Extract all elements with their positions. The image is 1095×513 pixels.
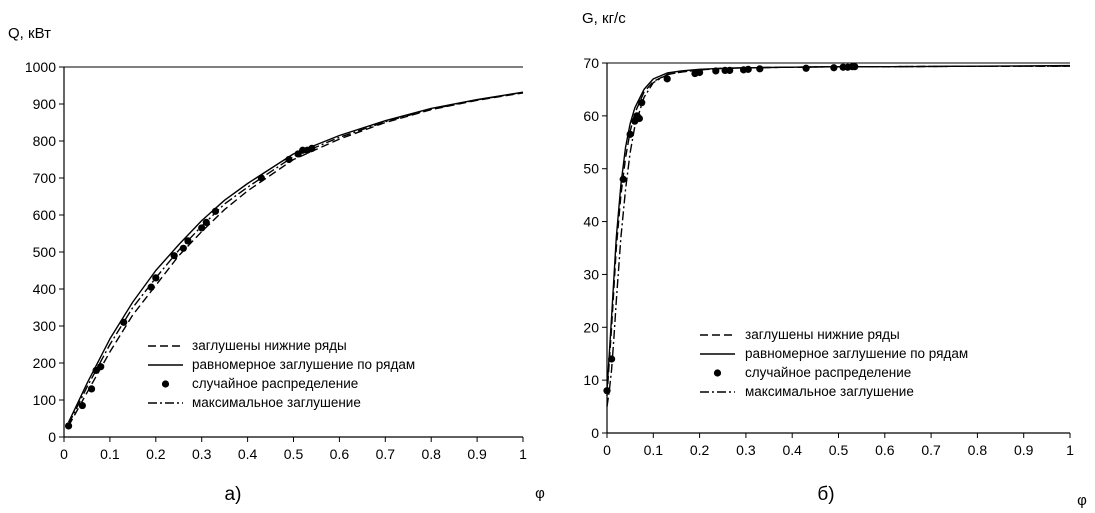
data-point [608,355,616,363]
data-point [78,401,86,410]
legend-label: заглушены нижние ряды [745,327,900,342]
series-line-dashdot [606,65,1070,407]
y-tick-label: 30 [583,266,599,282]
x-tick-label: 0.4 [782,442,802,458]
series-line-dashed [67,92,524,427]
legend-label: равномерное заглушение по рядам [192,357,415,372]
data-point [198,224,206,232]
x-tick-label: 0.8 [421,446,441,462]
x-tick-label: 0.1 [644,442,664,458]
legend: заглушены нижние ряды равномерное заглуше… [148,338,415,410]
x-tick-label: 0.5 [284,446,304,462]
x-tick-label: 0.8 [968,442,988,458]
data-point [619,175,627,183]
y-tick-label: 300 [33,318,57,334]
data-point [97,363,105,371]
y-tick-label: 1000 [25,59,56,75]
y-tick-label: 800 [33,133,57,149]
x-tick-label: 0.7 [376,446,396,462]
y-tick-label: 400 [33,281,57,297]
data-point [663,75,671,83]
data-point [830,64,838,72]
x-tick-label: 1 [1066,442,1074,458]
y-tick-label: 700 [33,170,57,186]
x-tick-label: 0.7 [921,442,941,458]
x-tick-label: 0.6 [330,446,350,462]
x-tick-label: 0 [60,446,68,462]
y-tick-label: 10 [583,372,599,388]
y-tick-label: 500 [33,244,57,260]
y-tick-label: 100 [33,392,57,408]
legend-label: максимальное заглушение [192,395,361,410]
y-tick-label: 50 [583,161,599,177]
data-point [756,65,764,73]
x-tick-label: 0.3 [192,446,212,462]
series-line-solid [67,91,524,423]
legend-label: равномерное заглушение по рядам [745,346,968,361]
y-tick-label: 0 [48,429,56,445]
data-point [211,207,220,215]
legend-label: заглушены нижние ряды [192,338,347,353]
data-point [257,174,265,182]
data-point [626,130,634,138]
x-tick-label: 0.2 [690,442,710,458]
panel-label: б) [817,484,834,505]
series-line-dashdot [67,91,524,425]
x-axis-label: φ [535,485,545,502]
y-tick-label: 60 [583,108,599,124]
x-tick-label: 0.4 [238,446,258,462]
x-tick-label: 1 [519,446,527,462]
data-point [802,64,810,72]
x-tick-label: 0.1 [100,446,120,462]
y-tick-label: 70 [583,55,599,71]
legend-label: случайное распределение [745,365,911,380]
legend: заглушены нижние ряды равномерное заглуше… [700,327,968,399]
x-axis-label: φ [1077,492,1087,509]
x-tick-label: 0.9 [467,446,487,462]
y-tick-label: 20 [583,319,599,335]
x-tick-label: 0.6 [875,442,895,458]
y-tick-label: 0 [591,425,599,441]
y-axis-label: Q, кВт [8,25,51,42]
x-tick-label: 0 [603,442,611,458]
panel-label: а) [225,484,242,505]
x-tick-label: 0.2 [146,446,166,462]
x-tick-label: 0.3 [736,442,756,458]
data-point [87,385,96,393]
y-tick-label: 200 [33,355,57,371]
x-tick-label: 0.9 [1014,442,1034,458]
data-point [64,422,73,430]
legend-marker [713,369,722,377]
x-tick-label: 0.5 [829,442,849,458]
y-tick-label: 900 [33,96,57,112]
chart-panel-2: 0 10 20 30 40 50 60 70 0 0.1 0.2 0.3 0.4 0.5 0.6 0.7 0.8… [582,10,1087,509]
chart-panel-1: 0 100 200 300 400 500 600 700 800 900 1000 0 0.1 0.2 0… [8,25,545,505]
legend-marker [161,380,170,388]
y-tick-label: 600 [33,207,57,223]
y-tick-label: 40 [583,214,599,230]
y-axis-label: G, кг/с [582,10,626,27]
data-point [744,65,752,73]
legend-label: случайное распределение [192,376,358,391]
legend-label: максимальное заглушение [745,384,914,399]
